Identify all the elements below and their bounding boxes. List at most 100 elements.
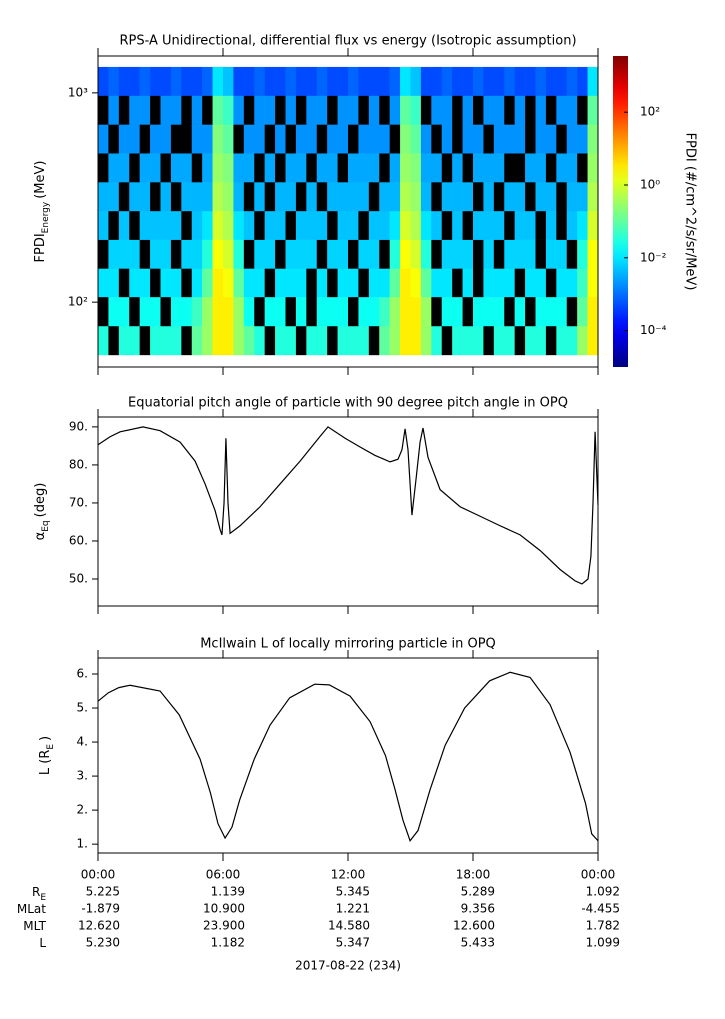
heatmap-cell	[98, 95, 109, 125]
heatmap-cell	[462, 325, 474, 356]
heatmap-cell	[139, 124, 151, 154]
ephemeris-value: 1.099	[586, 936, 620, 950]
y-label-unit: (MeV)	[33, 161, 48, 199]
heatmap-cell	[379, 325, 390, 356]
heatmap-cell	[285, 66, 297, 96]
heatmap-cell	[431, 296, 443, 327]
heatmap-cell	[358, 182, 370, 212]
heatmap-cell	[400, 95, 411, 125]
heatmap-cell	[514, 325, 526, 356]
heatmap-cell	[191, 153, 203, 183]
heatmap-cell	[431, 325, 443, 356]
heatmap-cell	[129, 239, 140, 269]
heatmap-cell	[483, 239, 495, 269]
heatmap-cell	[400, 268, 411, 298]
heatmap-cell	[431, 239, 443, 269]
y-tick-label: 6.	[77, 666, 88, 680]
heatmap-cell	[493, 153, 505, 183]
y-tick-label: 5.	[77, 701, 88, 715]
heatmap-cell	[473, 124, 484, 154]
heatmap-cell	[275, 124, 286, 154]
heatmap-cell	[368, 182, 380, 212]
heatmap-cell	[514, 239, 526, 269]
colorbar-label: FPDI (#/cm^2/s/sr/MeV)	[683, 133, 698, 291]
y-tick-label: 80.	[69, 457, 88, 471]
heatmap-cell	[275, 296, 286, 327]
heatmap-cell	[379, 153, 390, 183]
heatmap-cell	[316, 239, 328, 269]
heatmap-cell	[556, 95, 568, 125]
heatmap-cell	[566, 268, 578, 298]
heatmap-cell	[223, 153, 234, 183]
y-label-unit: )	[38, 736, 53, 741]
heatmap-cell	[233, 95, 245, 125]
heatmap-cell	[483, 153, 495, 183]
heatmap-cell	[337, 210, 349, 240]
heatmap-cell	[254, 95, 265, 125]
heatmap-cell	[118, 153, 130, 183]
y-tick-label: 90.	[69, 419, 88, 433]
heatmap-cell	[566, 95, 578, 125]
heatmap-cell	[202, 182, 213, 212]
heatmap-cell	[160, 124, 172, 154]
heatmap-cell	[348, 124, 359, 154]
heatmap-cell	[566, 124, 578, 154]
heatmap-cell	[275, 239, 286, 269]
ephemeris-value: 5.225	[86, 885, 120, 899]
heatmap-cell	[337, 66, 349, 96]
heatmap-cell	[410, 153, 422, 183]
heatmap-cell	[98, 210, 109, 240]
y-tick-label: 1.	[77, 837, 88, 851]
heatmap-cell	[389, 296, 401, 327]
heatmap-cell	[493, 95, 505, 125]
heatmap-cell	[504, 66, 515, 96]
heatmap-cell	[400, 182, 411, 212]
heatmap-cell	[129, 182, 140, 212]
heatmap-cell	[545, 182, 557, 212]
heatmap-cell	[504, 325, 515, 356]
heatmap-cell	[420, 325, 432, 356]
heatmap-cell	[452, 210, 463, 240]
line	[97, 426, 599, 585]
heatmap-cell	[379, 296, 390, 327]
heatmap-cell	[483, 182, 495, 212]
heatmap-cell	[410, 95, 422, 125]
heatmap-cell	[504, 296, 515, 327]
line	[97, 671, 599, 842]
heatmap-cell	[337, 124, 349, 154]
heatmap-cell	[285, 325, 297, 356]
heatmap-cell	[295, 268, 307, 298]
heatmap-cell	[98, 239, 109, 269]
heatmap-cell	[525, 182, 536, 212]
y-label-text: L (R	[38, 750, 53, 775]
heatmap-cell	[254, 268, 265, 298]
heatmap-cell	[556, 325, 568, 356]
heatmap-cell	[587, 268, 599, 298]
heatmap-cell	[275, 153, 286, 183]
heatmap-cell	[202, 95, 213, 125]
heatmap-cell	[118, 296, 130, 327]
heatmap-cell	[118, 182, 130, 212]
heatmap-cell	[118, 210, 130, 240]
heatmap-cell	[389, 66, 401, 96]
heatmap-cell	[129, 66, 140, 96]
heatmap-cell	[535, 268, 547, 298]
heatmap-cell	[431, 182, 443, 212]
heatmap-cell	[160, 239, 172, 269]
heatmap-cell	[504, 153, 515, 183]
heatmap-cell	[202, 66, 213, 96]
heatmap-cell	[316, 210, 328, 240]
heatmap-cell	[129, 95, 140, 125]
heatmap-cell	[316, 325, 328, 356]
heatmap-cell	[306, 153, 318, 183]
heatmap-cell	[348, 153, 359, 183]
y-tick-label: 10³	[68, 85, 88, 99]
heatmap-cell	[170, 210, 182, 240]
heatmap-cell	[264, 182, 276, 212]
heatmap-cell	[212, 95, 224, 125]
heatmap-cell	[170, 239, 182, 269]
heatmap-cell	[420, 268, 432, 298]
heatmap-cell	[493, 268, 505, 298]
heatmap-cell	[139, 239, 151, 269]
heatmap-cell	[400, 296, 411, 327]
